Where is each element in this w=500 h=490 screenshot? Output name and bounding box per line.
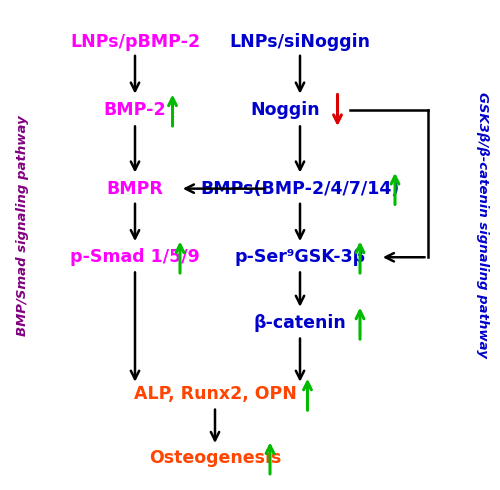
Text: BMP-2: BMP-2 — [104, 101, 166, 119]
Text: p-Ser⁹GSK-3β: p-Ser⁹GSK-3β — [234, 248, 366, 266]
Text: GSK3β/β-catenin signaling pathway: GSK3β/β-catenin signaling pathway — [476, 93, 489, 358]
Text: BMP/Smad signaling pathway: BMP/Smad signaling pathway — [16, 115, 29, 336]
Text: BMPs(BMP-2/4/7/14): BMPs(BMP-2/4/7/14) — [200, 180, 400, 197]
Text: Osteogenesis: Osteogenesis — [149, 449, 281, 467]
Text: Noggin: Noggin — [250, 101, 320, 119]
Text: LNPs/pBMP-2: LNPs/pBMP-2 — [70, 33, 200, 50]
Text: p-Smad 1/5/9: p-Smad 1/5/9 — [70, 248, 200, 266]
Text: β-catenin: β-catenin — [254, 315, 346, 332]
Text: BMPR: BMPR — [106, 180, 164, 197]
Text: LNPs/siNoggin: LNPs/siNoggin — [230, 33, 370, 50]
Text: ALP, Runx2, OPN: ALP, Runx2, OPN — [134, 386, 296, 403]
